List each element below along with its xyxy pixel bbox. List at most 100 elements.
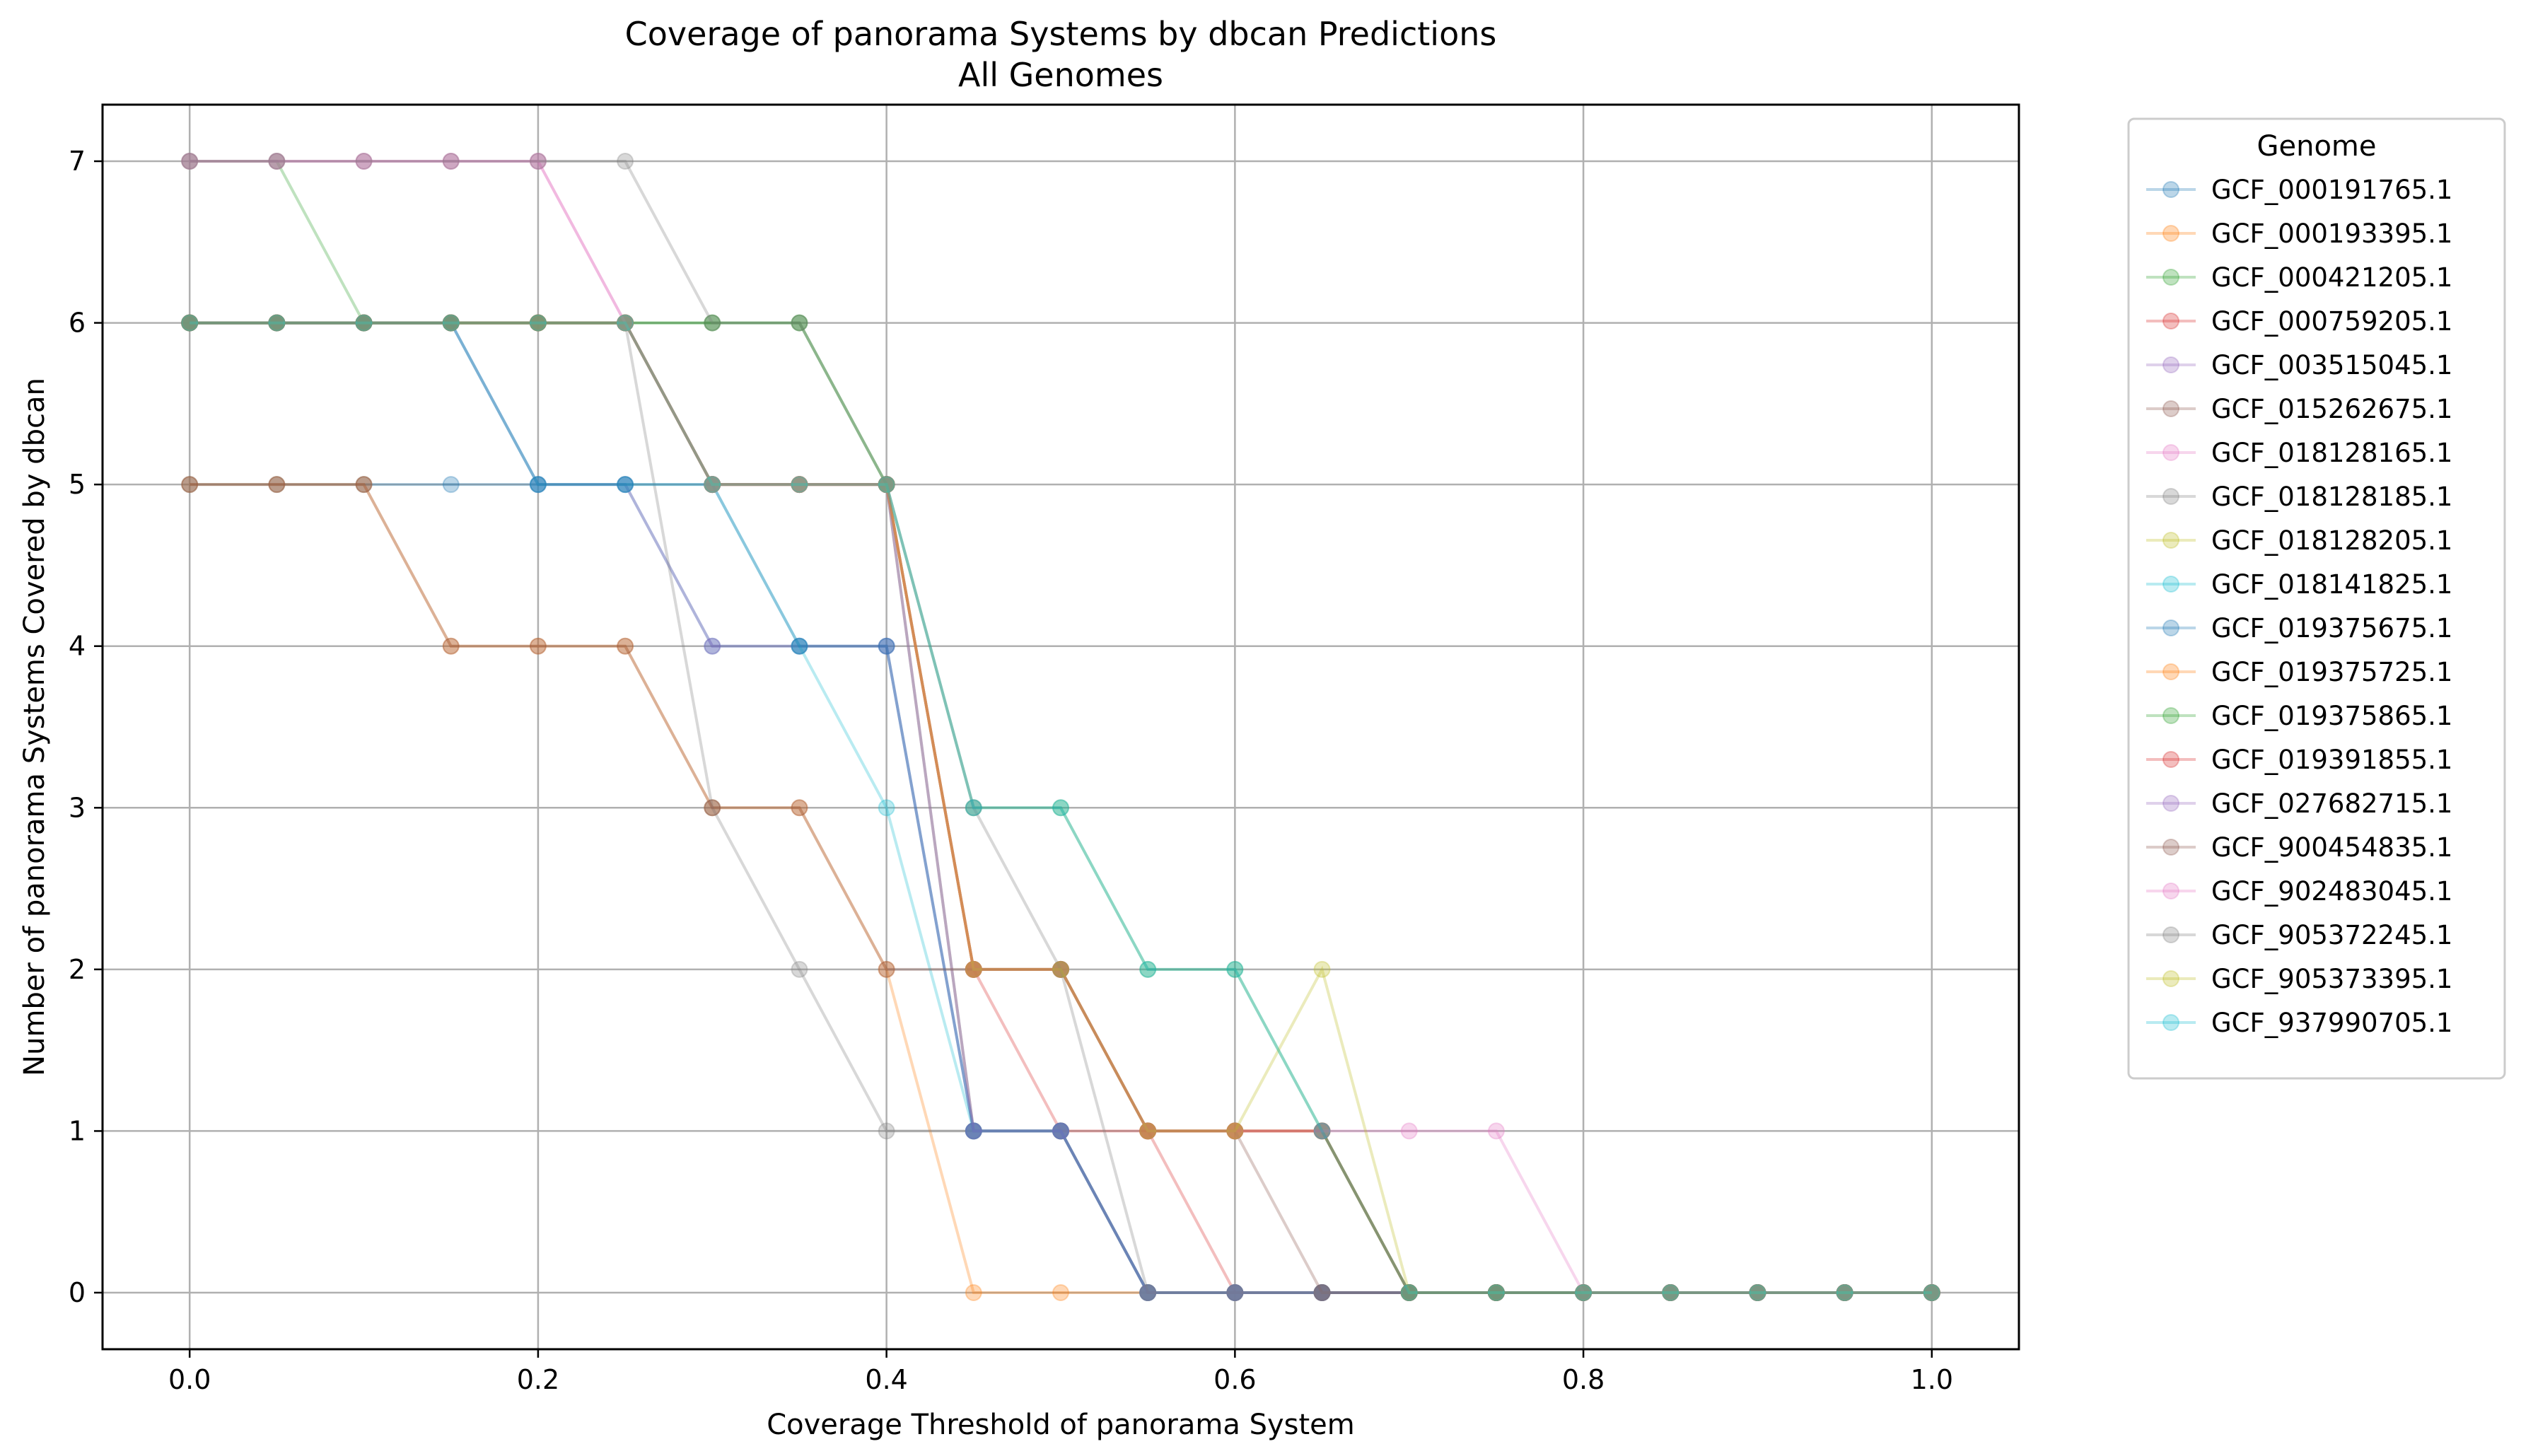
data-point (355, 476, 373, 494)
data-point (442, 314, 460, 332)
data-point (1749, 1284, 1766, 1301)
data-point (1052, 799, 1069, 817)
data-point (1313, 1284, 1331, 1301)
data-point (965, 1122, 982, 1140)
series-line (190, 321, 1932, 1294)
legend-marker (2162, 181, 2179, 198)
data-point (878, 1122, 895, 1140)
series-line (190, 483, 1932, 1294)
data-point (268, 314, 286, 332)
legend-marker (2162, 707, 2179, 724)
data-point (1749, 1284, 1766, 1301)
y-axis-label: Number of panorama Systems Covered by db… (18, 378, 51, 1076)
series-GCF_902483045.1 (181, 153, 1940, 1301)
data-point (1052, 960, 1069, 978)
data-point (791, 476, 808, 494)
data-point (617, 314, 634, 332)
data-point (1400, 1284, 1418, 1301)
data-point (268, 153, 286, 170)
data-point (181, 314, 199, 332)
plot-frame (101, 103, 2020, 1351)
data-point (1400, 1284, 1418, 1301)
data-point (1662, 1284, 1679, 1301)
data-point (965, 960, 982, 978)
legend-marker (2162, 1014, 2179, 1031)
series-line (190, 160, 1932, 1294)
data-point (1575, 1284, 1593, 1301)
data-point (1139, 960, 1157, 978)
legend-item: GCF_018141825.1 (2146, 569, 2452, 600)
data-point (529, 476, 547, 494)
data-point (268, 476, 286, 494)
data-point (1139, 1122, 1157, 1140)
data-point (878, 476, 895, 494)
data-point (704, 799, 721, 817)
series-GCF_000193395.1 (181, 476, 1940, 1301)
data-point (1487, 1284, 1505, 1301)
data-point (1226, 1284, 1244, 1301)
data-point (965, 799, 982, 817)
data-point (1749, 1284, 1766, 1301)
data-point (617, 314, 634, 332)
data-point (1139, 1284, 1157, 1301)
chart-title: Coverage of panorama Systems by dbcan Pr… (625, 15, 1497, 53)
data-point (1923, 1284, 1940, 1301)
x-axis-ticks: 0.0 0.2 0.4 0.6 0.8 1.0 (168, 1349, 1953, 1395)
data-point (1923, 1284, 1940, 1301)
data-point (1662, 1284, 1679, 1301)
legend-frame (2127, 117, 2506, 1080)
data-point (1923, 1284, 1940, 1301)
legend-label: GCF_000191765.1 (2211, 175, 2452, 205)
data-point (355, 314, 373, 332)
data-point (878, 476, 895, 494)
data-point (268, 314, 286, 332)
legend-item: GCF_900454835.1 (2146, 832, 2452, 863)
data-point (442, 476, 460, 494)
data-point (617, 314, 634, 332)
data-point (355, 314, 373, 332)
data-point (1749, 1284, 1766, 1301)
data-point (268, 314, 286, 332)
legend-label: GCF_902483045.1 (2211, 876, 2452, 907)
legend-label: GCF_000421205.1 (2211, 262, 2452, 293)
data-point (965, 960, 982, 978)
legend-marker (2162, 313, 2179, 330)
data-point (791, 960, 808, 978)
data-point (1226, 1284, 1244, 1301)
data-point (529, 314, 547, 332)
legend-label: GCF_000193395.1 (2211, 219, 2452, 249)
series-line (190, 321, 1932, 1294)
series-GCF_019375865.1 (181, 314, 1940, 1301)
data-point (791, 637, 808, 655)
data-point (1662, 1284, 1679, 1301)
data-point (791, 637, 808, 655)
data-point (181, 153, 199, 170)
data-point (878, 476, 895, 494)
legend-marker (2162, 619, 2179, 636)
data-point (1139, 1122, 1157, 1140)
data-point (1487, 1122, 1505, 1140)
series-GCF_019375675.1 (181, 314, 1940, 1301)
data-point (1226, 1284, 1244, 1301)
data-point (1836, 1284, 1853, 1301)
data-point (1836, 1284, 1853, 1301)
data-point (1052, 1122, 1069, 1140)
data-point (1836, 1284, 1853, 1301)
data-point (704, 476, 721, 494)
legend-item: GCF_019375675.1 (2146, 613, 2452, 643)
data-point (878, 637, 895, 655)
data-point (1313, 1122, 1331, 1140)
data-point (1226, 1122, 1244, 1140)
data-point (181, 153, 199, 170)
data-point (442, 314, 460, 332)
data-point (1749, 1284, 1766, 1301)
legend-marker (2162, 751, 2179, 768)
data-point (1226, 1284, 1244, 1301)
data-point (1400, 1284, 1418, 1301)
data-point (181, 476, 199, 494)
data-point (1313, 1122, 1331, 1140)
data-point (1923, 1284, 1940, 1301)
data-point (1575, 1284, 1593, 1301)
data-point (1139, 1284, 1157, 1301)
legend-marker (2162, 444, 2179, 461)
